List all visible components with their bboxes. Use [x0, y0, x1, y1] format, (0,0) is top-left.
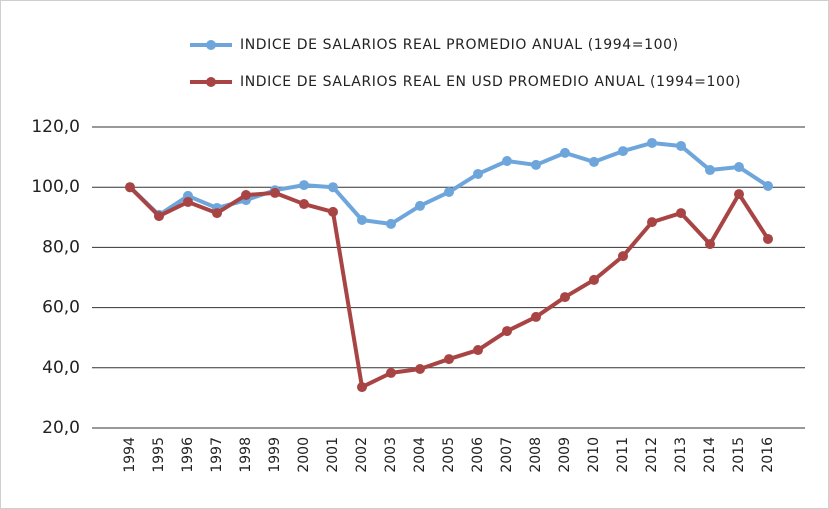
y-tick-label: 60,0 [42, 298, 80, 318]
point [125, 182, 135, 193]
x-tick-label: 2006 [470, 437, 486, 473]
point [589, 274, 599, 285]
point [531, 311, 541, 322]
x-tick-label: 1997 [209, 437, 225, 473]
x-tick-label: 2000 [296, 437, 312, 473]
x-tick-label: 1998 [238, 437, 254, 473]
x-tick-label: 2002 [354, 437, 370, 473]
point [763, 180, 773, 191]
point [241, 190, 251, 201]
point [473, 345, 483, 356]
x-tick-label: 1999 [267, 437, 283, 473]
x-tick-label: 2010 [586, 437, 602, 473]
point [357, 215, 367, 226]
point [763, 233, 773, 244]
point [705, 165, 715, 176]
point [676, 140, 686, 151]
x-tick-label: 2001 [325, 437, 341, 473]
point [154, 211, 164, 222]
point [415, 200, 425, 211]
point [589, 156, 599, 167]
point [415, 364, 425, 375]
x-tick-label: 2013 [673, 437, 689, 473]
point [357, 382, 367, 393]
point [473, 168, 483, 179]
point [647, 137, 657, 148]
x-tick-label: 1994 [122, 437, 138, 473]
y-tick-label: 40,0 [42, 358, 80, 378]
x-tick-label: 2009 [557, 437, 573, 473]
x-tick-label: 2005 [441, 437, 457, 473]
point [444, 354, 454, 365]
point [212, 208, 222, 219]
point [386, 367, 396, 378]
x-tick-label: 2004 [412, 437, 428, 473]
legend-marker [206, 40, 216, 50]
point [299, 180, 309, 191]
point [502, 326, 512, 337]
x-tick-label: 1995 [151, 437, 167, 473]
point [386, 218, 396, 229]
x-tick-label: 2014 [702, 437, 718, 473]
x-tick-label: 2016 [760, 437, 776, 473]
point [734, 162, 744, 173]
point [502, 156, 512, 167]
x-tick-label: 2011 [615, 437, 631, 473]
y-tick-label: 20,0 [42, 418, 80, 438]
point [270, 187, 280, 198]
point [560, 147, 570, 158]
x-tick-label: 2012 [644, 437, 660, 473]
x-tick-label: 2015 [731, 437, 747, 473]
legend-label: INDICE DE SALARIOS REAL EN USD PROMEDIO … [240, 74, 741, 90]
x-tick-label: 2003 [383, 437, 399, 473]
point [618, 146, 628, 157]
x-tick-label: 1996 [180, 437, 196, 473]
point [734, 189, 744, 200]
legend-marker [206, 77, 216, 87]
point [328, 182, 338, 193]
point [705, 239, 715, 250]
point [299, 199, 309, 210]
point [560, 292, 570, 303]
point [531, 159, 541, 170]
point [328, 206, 338, 217]
point [647, 217, 657, 228]
point [676, 208, 686, 219]
point [183, 196, 193, 207]
point [618, 251, 628, 262]
legend-label: INDICE DE SALARIOS REAL PROMEDIO ANUAL (… [240, 37, 679, 53]
y-tick-label: 100,0 [31, 177, 80, 197]
y-tick-label: 80,0 [42, 237, 80, 257]
x-tick-label: 2007 [499, 437, 515, 473]
x-tick-label: 2008 [528, 437, 544, 473]
point [444, 187, 454, 198]
y-tick-label: 120,0 [31, 117, 80, 137]
